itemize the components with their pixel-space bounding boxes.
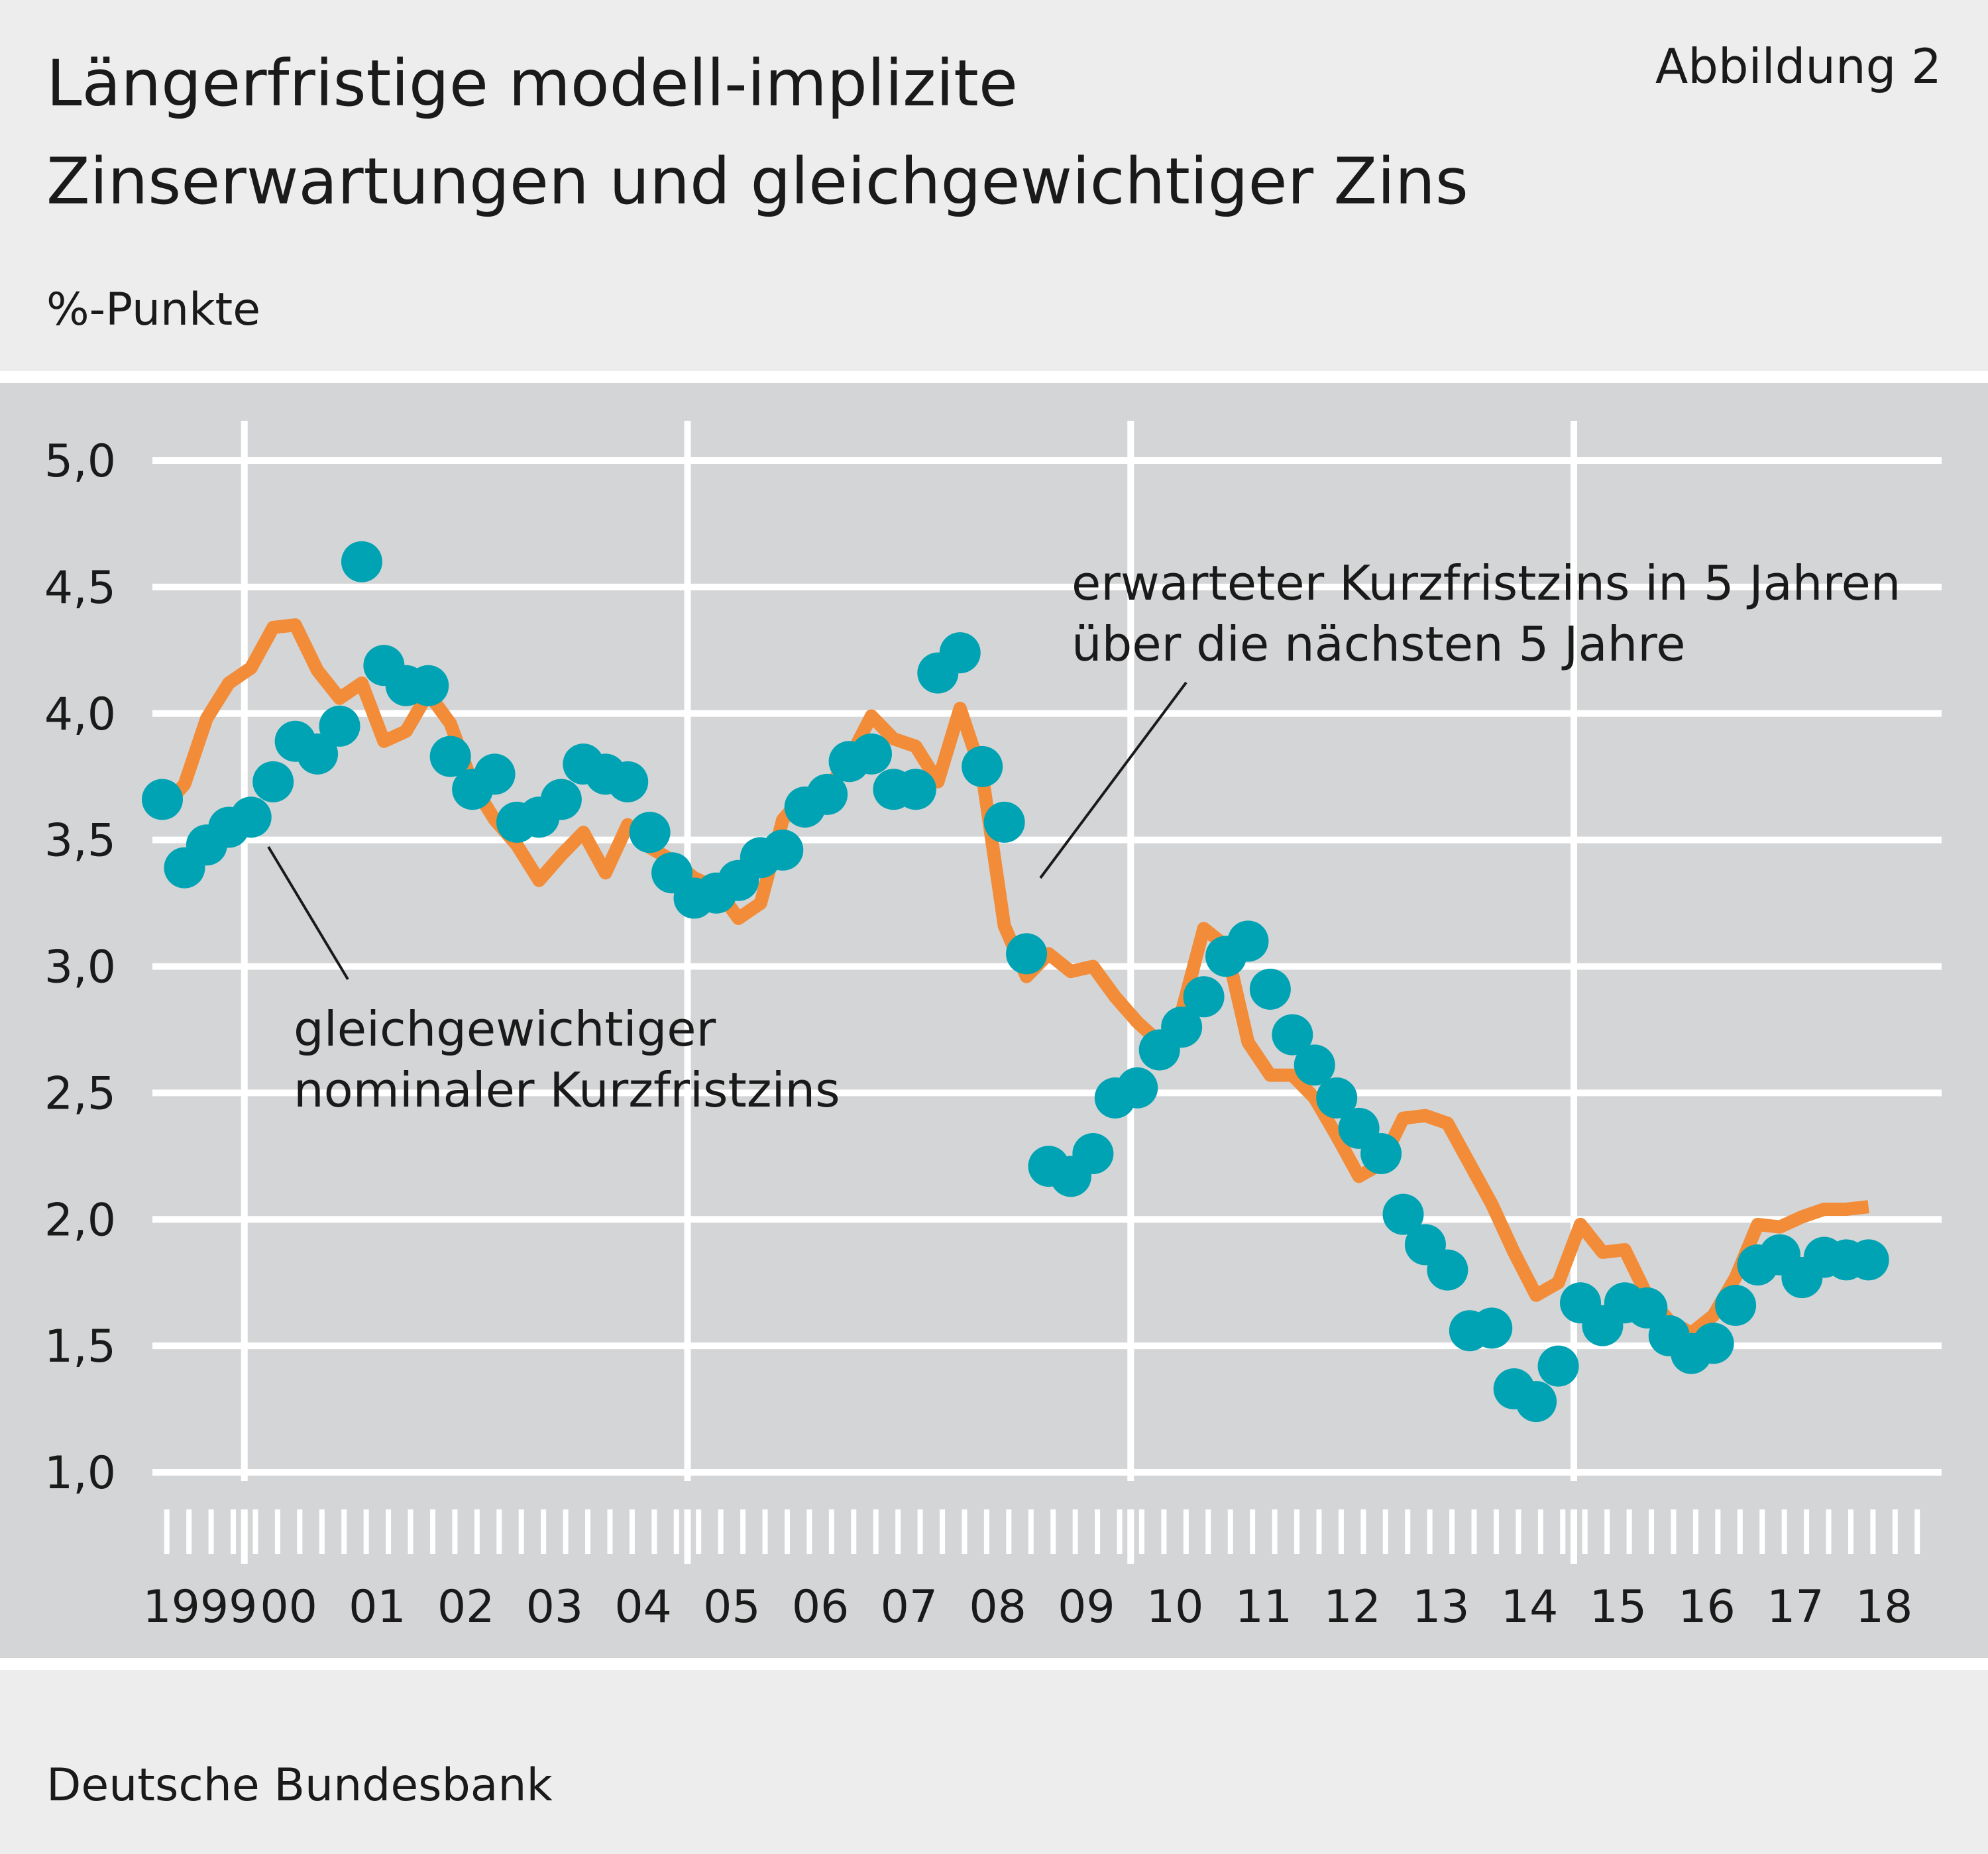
annotation-line: über die nächsten 5 Jahre [1072,616,1686,672]
y-tick-label: 4,5 [44,562,116,614]
equilibrium-rate-dot [1516,1381,1557,1423]
x-tick-label: 06 [792,1581,850,1633]
x-tick-label: 11 [1235,1581,1293,1633]
equilibrium-rate-dot [806,773,848,815]
equilibrium-rate-dot [1471,1307,1513,1349]
equilibrium-rate-dot [939,632,981,674]
y-tick-label: 3,0 [44,942,116,994]
y-unit-label: %-Punkte [46,284,261,336]
x-tick-label: 10 [1146,1581,1204,1633]
annotations: erwarteter Kurzfristzins in 5 Jahren über… [294,555,1901,1118]
y-tick-label: 3,5 [44,815,116,867]
chart-title: Längerfristige modell-implizite Zinserwa… [46,46,1468,219]
equilibrium-rate-dot [762,829,804,871]
equilibrium-rate-dot [1183,976,1225,1018]
source-label: Deutsche Bundesbank [46,1759,553,1812]
y-tick-label: 1,5 [44,1321,116,1373]
equilibrium-rate-dot [983,801,1025,843]
x-tick-label: 08 [969,1581,1026,1633]
annotation-line: erwarteter Kurzfristzins in 5 Jahren [1072,555,1901,611]
equilibrium-rate-dot [408,665,449,706]
equilibrium-rate-dot [1117,1067,1158,1109]
equilibrium-rate-dot [252,761,294,802]
x-axis-labels: 1999 00 01 02 03 04 05 06 07 08 09 10 11 12 13 14 15 16 17… [142,1581,1912,1633]
expected-rate-line [157,618,1869,1340]
quarter-ticks [164,1509,1920,1564]
annotation-equilibrium-rate: gleichgewichtiger nominaler Kurzfristzins [294,1001,840,1118]
equilibrium-rate-dot [1072,1132,1114,1174]
figure-label: Abbildung 2 [1655,38,1942,94]
x-tick-label: 03 [526,1581,584,1633]
equilibrium-rate-dot [1626,1287,1668,1329]
equilibrium-rate-dot [1692,1323,1734,1364]
x-tick-label: 04 [614,1581,672,1633]
annotation-line: gleichgewichtiger [294,1001,716,1057]
x-tick-label: 01 [349,1581,406,1633]
equilibrium-rate-dot [851,733,892,775]
equilibrium-rate-dot [962,745,1003,787]
x-tick-label: 05 [703,1581,761,1633]
equilibrium-rate-dot [1006,933,1048,975]
equilibrium-rate-dot [1161,1007,1203,1048]
y-tick-label: 1,0 [44,1447,116,1500]
equilibrium-rate-dot [1249,968,1291,1010]
y-tick-label: 5,0 [44,435,116,488]
y-axis-labels: 1,0 1,5 2,0 2,5 3,0 3,5 4,0 4,5 5,0 [44,435,116,1500]
equilibrium-rate-dot [895,769,936,810]
equilibrium-rate-dot [474,753,516,795]
x-tick-label: 12 [1323,1581,1381,1633]
equilibrium-rate-dot [540,779,582,820]
equilibrium-rate-series [142,541,1889,1423]
leader-line-equilibrium [267,845,349,981]
equilibrium-rate-dot [1227,920,1269,962]
equilibrium-rate-dot [1848,1239,1889,1281]
x-tick-label: 17 [1767,1581,1824,1633]
annotation-expected-rate: erwarteter Kurzfristzins in 5 Jahren über… [1072,555,1901,672]
equilibrium-rate-dot [230,796,272,838]
y-tick-label: 4,0 [44,688,116,741]
equilibrium-rate-dot [1537,1345,1579,1387]
equilibrium-rate-dot [1715,1285,1757,1327]
y-tick-label: 2,0 [44,1194,116,1246]
x-tick-label: 02 [437,1581,495,1633]
equilibrium-rate-dot [142,779,183,820]
equilibrium-rate-dot [1272,1014,1313,1056]
leader-line-expected [1039,681,1187,879]
equilibrium-rate-dot [607,761,649,802]
equilibrium-rate-dot [1316,1077,1358,1119]
annotation-leader-lines [267,681,1187,981]
equilibrium-rate-dot [341,541,382,582]
expected-rate-series [157,618,1869,1340]
annotation-line: nominaler Kurzfristzins [294,1062,840,1118]
x-tick-label: 1999 [142,1581,257,1633]
equilibrium-rate-dot [319,705,360,747]
x-tick-label: 14 [1501,1581,1559,1633]
equilibrium-rate-dot [1294,1044,1335,1086]
x-tick-label: 15 [1590,1581,1647,1633]
x-tick-label: 07 [881,1581,938,1633]
equilibrium-rate-dot [429,736,471,777]
equilibrium-rate-dot [1382,1193,1424,1235]
x-tick-label: 16 [1678,1581,1736,1633]
equilibrium-rate-dot [297,733,339,775]
x-tick-label: 09 [1058,1581,1115,1633]
y-tick-label: 2,5 [44,1067,116,1120]
x-tick-label: 18 [1855,1581,1913,1633]
equilibrium-rate-dot [1427,1249,1468,1291]
x-tick-label: 00 [260,1581,317,1633]
equilibrium-rate-dot [1360,1132,1402,1174]
equilibrium-rate-dot [629,812,671,853]
x-tick-label: 13 [1412,1581,1470,1633]
